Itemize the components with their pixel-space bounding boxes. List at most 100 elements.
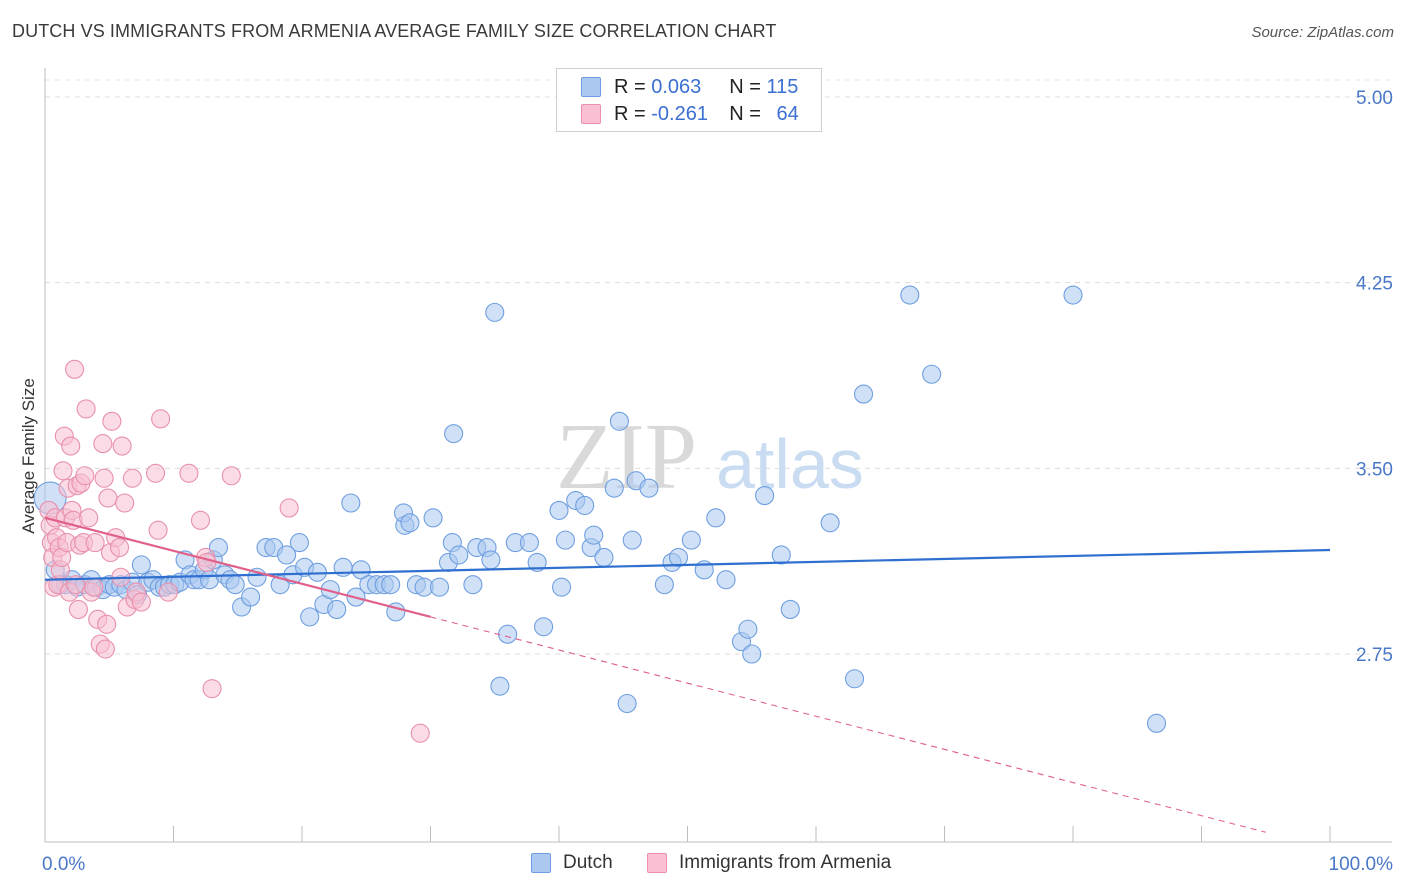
dutch-point [449,545,469,565]
dutch-point [341,493,361,513]
legend-n-label: N = [729,75,761,98]
dutch-point [351,560,371,580]
dutch-point [1063,285,1083,305]
legend-n-value: 115 [766,75,799,98]
armenia-point [122,468,142,488]
legend-r-value: 0.063 [651,75,702,98]
dutch-point [1146,713,1167,733]
armenia-point [158,582,178,602]
dutch-point [225,575,245,595]
tick-labels: 2.75 3.50 4.25 5.00 0.0% 100.0% [42,88,1393,875]
bottom-legend-dutch: Dutch [531,852,613,874]
armenia-point [190,510,211,530]
bottom-legend-swatch-dutch [531,853,551,873]
dutch-point [617,693,637,714]
dutch-point [490,676,510,696]
watermark: ZIP atlas [556,405,864,509]
armenia-point [279,498,299,518]
armenia-point [148,520,168,540]
armenia-point [97,614,117,634]
armenia-point [85,533,105,553]
legend-n-value: 64 [776,102,799,125]
dutch-point [534,617,554,637]
dutch-point [444,424,464,444]
legend-swatch-armenia [581,104,601,124]
y-tick-label: 2.75 [1356,645,1393,666]
armenia-point [94,468,114,488]
dutch-point [755,486,775,506]
legend-swatch-dutch [581,77,601,97]
chart-title: DUTCH VS IMMIGRANTS FROM ARMENIA AVERAGE… [12,21,777,41]
dutch-point [327,599,347,619]
dutch-point [400,513,420,533]
dutch-trend-line [44,548,1331,581]
bottom-legend-armenia: Immigrants from Armenia [647,852,891,874]
legend-row-dutch: R = 0.063 N = 115 [581,74,798,100]
dutch-point [716,570,736,590]
dutch-point [922,364,942,384]
bottom-legend-label-dutch: Dutch [563,852,613,873]
dutch-point [300,607,320,627]
watermark-atlas: atlas [716,425,864,503]
dutch-point [820,513,840,533]
dutch-point [844,669,865,689]
dutch-point [552,577,572,597]
armenia-point [179,463,199,483]
dutch-point [853,384,874,404]
armenia-point [98,488,118,508]
armenia-point [197,552,217,572]
armenia-point [75,466,95,486]
armenia-point [410,723,430,743]
legend: R = 0.063 N = 115 R = -0.261 N = 64 [556,68,822,132]
armenia-point [131,592,151,612]
armenia-trend-line [44,516,431,618]
dutch-point [277,545,297,565]
armenia-point [109,538,130,558]
armenia-point [53,461,73,481]
data-points [33,285,1167,743]
dutch-point [604,478,624,498]
y-tick-label: 4.25 [1356,274,1393,295]
armenia-point [102,411,122,431]
grid-lines [45,79,1392,655]
dutch-point [584,525,604,545]
legend-row-armenia: R = -0.261 N = 64 [581,101,799,127]
dutch-point [429,577,450,597]
dutch-point [463,575,483,595]
y-tick-label: 3.50 [1356,459,1393,480]
armenia-point [151,409,171,429]
dutch-point [668,547,689,568]
dutch-point [423,508,443,528]
source-label: Source: ZipAtlas.com [1251,24,1394,41]
dutch-point [485,302,505,322]
armenia-point [61,436,81,456]
dutch-point [742,644,762,664]
armenia-point [112,436,132,456]
armenia-point [93,434,113,454]
armenia-point [145,463,166,483]
x-tick-label: 100.0% [1329,854,1394,875]
dutch-point [738,619,758,639]
armenia-point [221,466,241,486]
dutch-point [706,508,726,528]
dutch-point [639,478,659,498]
armenia-point [65,359,85,379]
y-axis-label: Average Family Size [19,378,38,534]
bottom-legend-label-armenia: Immigrants from Armenia [679,852,892,873]
dutch-point [289,533,309,553]
y-tick-label: 5.00 [1356,88,1393,109]
dutch-point [481,550,501,570]
dutch-point [549,500,569,520]
dutch-point [609,411,629,431]
dutch-point [241,587,261,607]
dutch-point [519,533,539,553]
armenia-point [68,599,88,619]
armenia-point [202,679,222,699]
dutch-point [555,530,575,550]
dutch-point [381,575,401,595]
armenia-point [95,639,115,659]
dutch-point [622,530,642,550]
dutch-point [131,555,151,575]
dutch-point [594,547,614,568]
